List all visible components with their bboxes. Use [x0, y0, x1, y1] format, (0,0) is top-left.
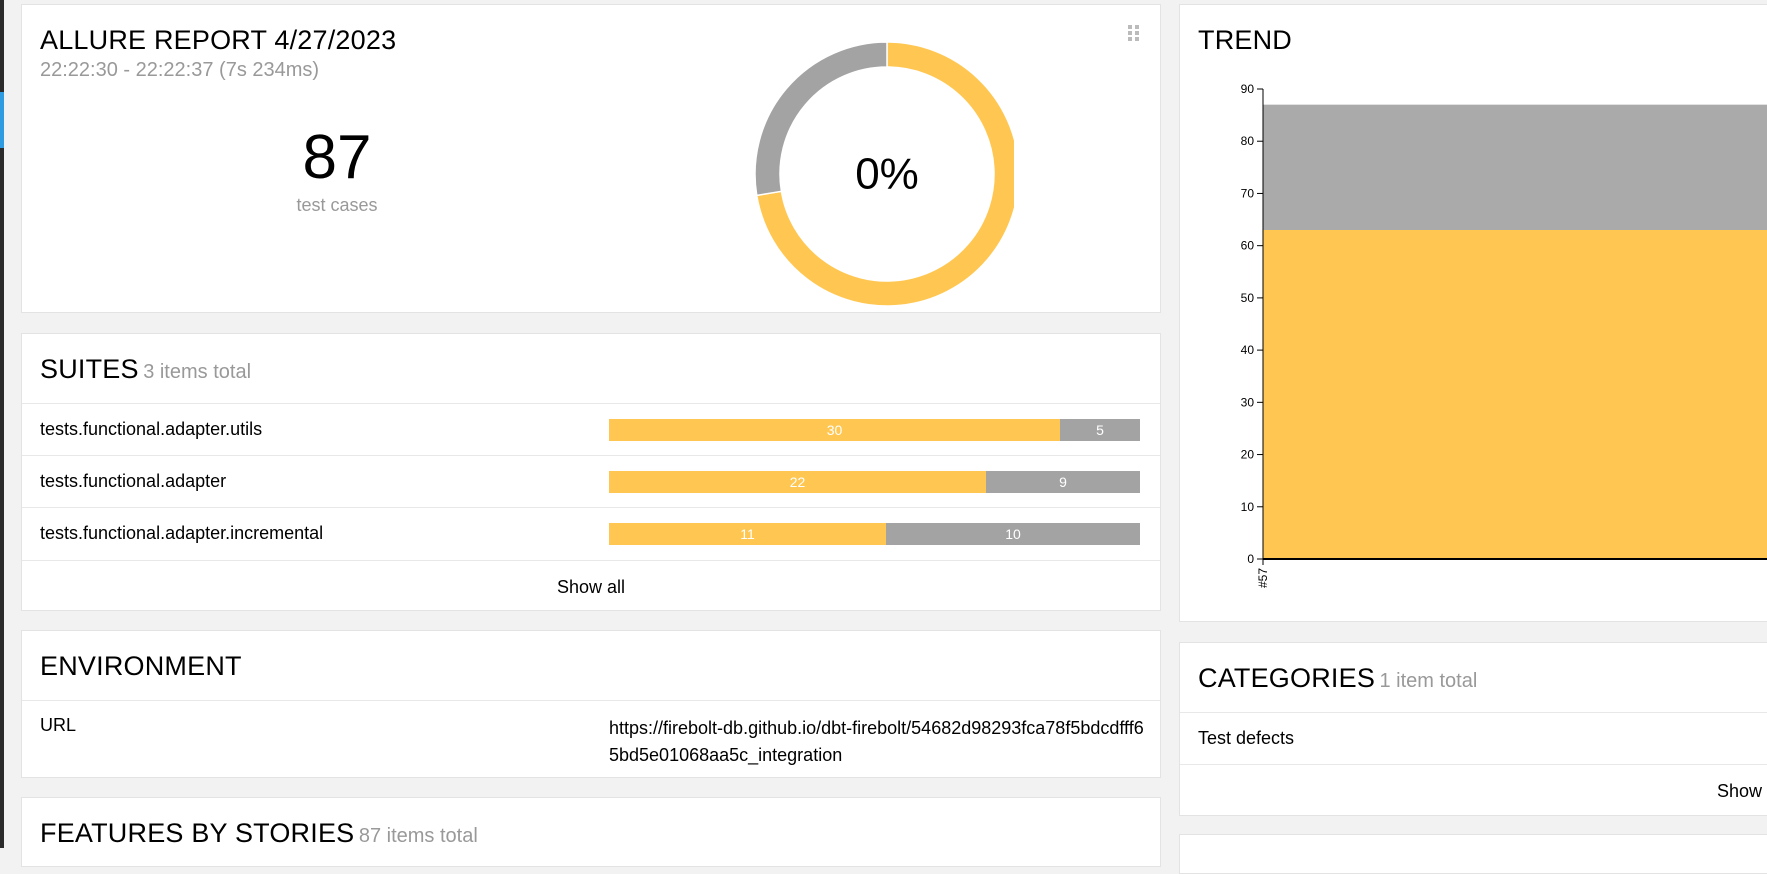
summary-widget: ALLURE REPORT 4/27/2023 22:22:30 - 22:22… [21, 4, 1161, 313]
broken-segment: 22 [609, 471, 986, 493]
categories-show-all-label: Show all [1717, 781, 1767, 801]
trend-y-tick-label: 60 [1241, 239, 1255, 253]
categories-header: CATEGORIES 1 item total [1198, 663, 1477, 694]
environment-row: URL https://firebolt-db.github.io/dbt-fi… [22, 700, 1160, 779]
suites-widget: SUITES 3 items total tests.functional.ad… [21, 333, 1161, 611]
left-nav-strip [0, 0, 4, 848]
report-date-range: 22:22:30 - 22:22:37 (7s 234ms) [40, 59, 320, 81]
suite-status-bar: 22 9 [609, 471, 1140, 493]
trend-area-broken[interactable] [1263, 230, 1767, 559]
categories-title: CATEGORIES [1198, 663, 1376, 693]
environment-header: ENVIRONMENT [40, 651, 242, 682]
test-case-count: 87 [302, 123, 372, 192]
trend-y-tick-label: 80 [1241, 134, 1255, 148]
broken-segment: 11 [609, 523, 886, 545]
suite-name: tests.functional.adapter [40, 471, 227, 491]
donut-slice-broken[interactable] [755, 41, 1014, 307]
trend-x-tick-label: #57 [1256, 568, 1270, 588]
features-count: 87 items total [358, 825, 478, 847]
trend-y-tick-label: 90 [1241, 82, 1255, 96]
suite-name: tests.functional.adapter.utils [40, 419, 263, 439]
report-title: ALLURE REPORT 4/27/2023 [40, 25, 397, 55]
categories-widget: CATEGORIES 1 item total Test defects Sho… [1179, 642, 1767, 816]
suite-status-bar: 11 10 [609, 523, 1140, 545]
status-donut-chart: 0% [754, 41, 1014, 307]
donut-slice-skipped[interactable] [754, 41, 888, 197]
active-nav-indicator [0, 92, 4, 148]
trend-y-tick-label: 70 [1241, 186, 1255, 200]
category-name: Test defects [1198, 728, 1295, 748]
features-title: FEATURES BY STORIES [40, 818, 355, 848]
trend-y-tick-label: 20 [1241, 448, 1255, 462]
skipped-segment: 9 [986, 471, 1140, 493]
skipped-segment: 5 [1060, 419, 1140, 441]
environment-value: https://firebolt-db.github.io/dbt-firebo… [609, 718, 1144, 765]
trend-title: TREND [1198, 25, 1292, 55]
trend-chart: 0 10 20 30 40 50 60 70 80 90 #57 [1241, 82, 1767, 588]
suite-status-bar: 30 5 [609, 419, 1140, 441]
environment-title: ENVIRONMENT [40, 651, 242, 681]
trend-area-skipped[interactable] [1263, 104, 1767, 230]
suites-count: 3 items total [143, 361, 252, 383]
trend-widget: TREND 0 10 20 30 40 50 60 70 80 90 #57 [1179, 4, 1767, 622]
drag-handle-icon[interactable] [1128, 25, 1140, 41]
suite-row[interactable]: tests.functional.adapter.utils 30 5 [22, 403, 1160, 455]
environment-widget: ENVIRONMENT URL https://firebolt-db.gith… [21, 630, 1161, 778]
trend-y-tick-label: 0 [1247, 552, 1254, 566]
features-widget: FEATURES BY STORIES 87 items total [21, 797, 1161, 867]
skipped-segment: 10 [886, 523, 1140, 545]
trend-y-tick-label: 50 [1241, 291, 1255, 305]
suites-header: SUITES 3 items total [40, 354, 251, 385]
trend-y-tick-label: 10 [1241, 500, 1255, 514]
category-row[interactable]: Test defects [1180, 712, 1767, 764]
features-header: FEATURES BY STORIES 87 items total [40, 818, 478, 849]
suites-title: SUITES [40, 354, 139, 384]
success-rate-text: 0% [855, 150, 919, 199]
next-widget [1179, 834, 1767, 874]
suite-row[interactable]: tests.functional.adapter 22 9 [22, 455, 1160, 507]
suite-row[interactable]: tests.functional.adapter.incremental 11 … [22, 507, 1160, 559]
broken-segment: 30 [609, 419, 1060, 441]
suites-show-all-button[interactable]: Show all [22, 560, 1160, 612]
categories-show-all-button[interactable]: Show all [1180, 764, 1767, 816]
categories-count: 1 item total [1379, 670, 1478, 692]
test-case-count-label: test cases [296, 195, 378, 215]
environment-key: URL [40, 715, 77, 735]
suite-name: tests.functional.adapter.incremental [40, 523, 324, 543]
trend-y-tick-label: 30 [1241, 395, 1255, 409]
trend-y-tick-label: 40 [1241, 343, 1255, 357]
